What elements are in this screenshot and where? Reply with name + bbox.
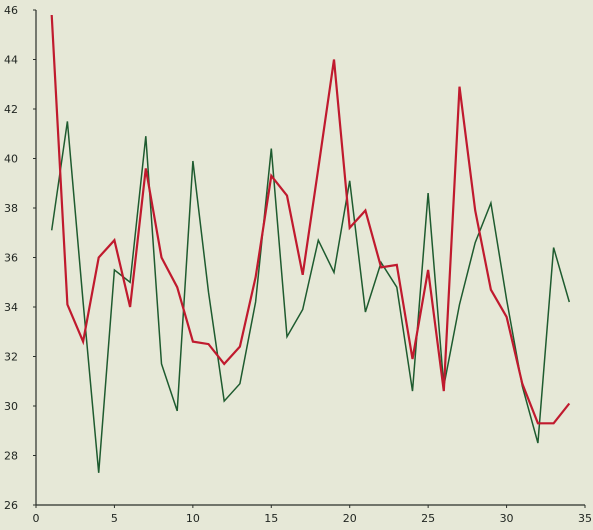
y-tick-label: 28 bbox=[4, 450, 18, 463]
y-tick-label: 40 bbox=[4, 153, 18, 166]
y-tick-label: 26 bbox=[4, 499, 18, 512]
y-tick-label: 46 bbox=[4, 4, 18, 17]
x-tick-label: 5 bbox=[111, 512, 118, 525]
x-tick-label: 25 bbox=[421, 512, 435, 525]
y-tick-label: 44 bbox=[4, 54, 18, 67]
y-tick-label: 36 bbox=[4, 252, 18, 265]
y-tick-label: 30 bbox=[4, 400, 18, 413]
y-tick-label: 32 bbox=[4, 351, 18, 364]
series-red-line bbox=[50, 14, 571, 425]
y-tick-label: 34 bbox=[4, 301, 18, 314]
data-series bbox=[50, 14, 571, 473]
x-tick-label: 10 bbox=[186, 512, 200, 525]
x-tick-label: 30 bbox=[500, 512, 514, 525]
x-tick-label: 20 bbox=[343, 512, 357, 525]
tick-labels: 26 28 30 32 34 36 38 40 42 44 46 0 5 10 15 20 25 30 35 bbox=[4, 4, 592, 525]
x-tick-label: 35 bbox=[578, 512, 592, 525]
y-tick-label: 38 bbox=[4, 202, 18, 215]
x-tick-label: 0 bbox=[33, 512, 40, 525]
y-tick-label: 42 bbox=[4, 103, 18, 116]
x-tick-label: 15 bbox=[264, 512, 278, 525]
series-green-line bbox=[50, 121, 571, 473]
tick-marks bbox=[33, 9, 586, 508]
